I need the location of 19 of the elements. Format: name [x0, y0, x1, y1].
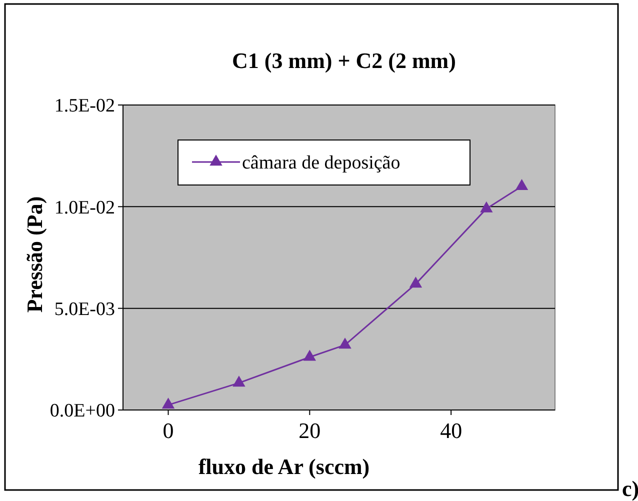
x-axis-title: fluxo de Ar (sccm) — [198, 454, 370, 479]
x-tick-label: 20 — [298, 418, 321, 443]
point — [480, 201, 493, 212]
x-tick-label: 0 — [162, 418, 174, 443]
point — [232, 376, 246, 387]
legend-label: câmara de deposição — [242, 152, 400, 174]
y-tick-label: 0.0E+00 — [50, 400, 115, 422]
point — [338, 338, 352, 349]
point — [409, 276, 422, 288]
chart-title: C1 (3 mm) + C2 (2 mm) — [232, 48, 456, 73]
y-axis-title: Pressão (Pa) — [22, 196, 47, 313]
y-tick-label: 1.0E-02 — [54, 197, 115, 218]
point — [162, 398, 175, 409]
y-tick-label: 5.0E-03 — [54, 298, 115, 320]
text: c) — [622, 476, 638, 501]
y-tick-label: 1.5E-02 — [54, 96, 115, 117]
point — [303, 350, 316, 361]
x-tick-label: 40 — [440, 418, 462, 443]
point — [515, 178, 528, 190]
